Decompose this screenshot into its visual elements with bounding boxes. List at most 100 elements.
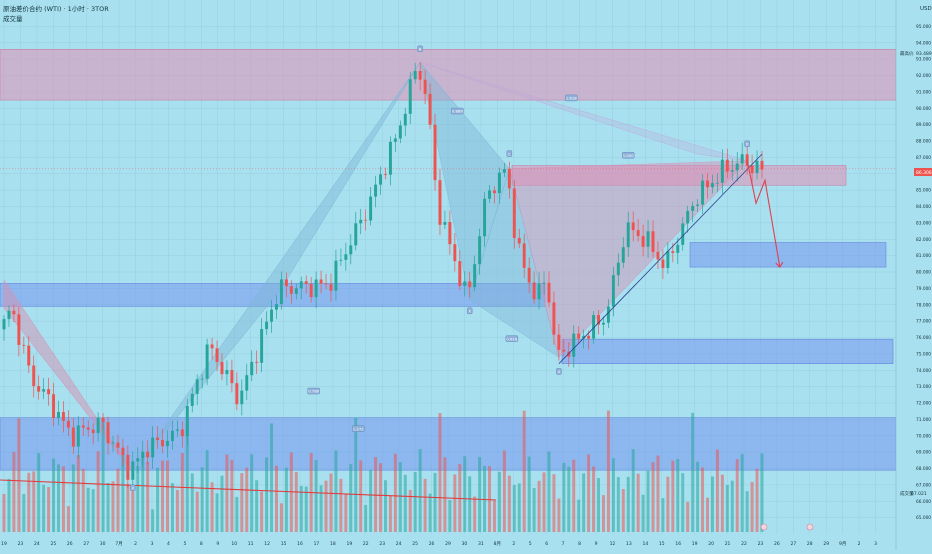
candle-body [166, 440, 169, 447]
candle-body [240, 390, 244, 405]
time-tick-label: 9 [216, 541, 219, 547]
volume-bar [304, 486, 308, 532]
demand-zone-1 [689, 242, 887, 268]
price-tick-label: 95.000 [916, 24, 931, 30]
candle-body [463, 281, 467, 286]
candle-body [428, 93, 432, 125]
time-tick-label: 27 [790, 541, 796, 547]
volume-bar [215, 493, 219, 532]
price-tick-label: 77.000 [916, 319, 931, 325]
volume-bar [329, 473, 333, 532]
demand-zone-4 [0, 417, 897, 471]
candle-body [329, 284, 333, 291]
volume-bar [706, 497, 709, 532]
volume-bar [279, 503, 283, 532]
volume-bar [577, 499, 581, 532]
candle-body [210, 344, 214, 349]
volume-bar [190, 473, 194, 532]
volume-bar [725, 484, 729, 532]
candle-body [537, 283, 541, 300]
time-tick-label: 24 [34, 541, 40, 547]
price-tick-label: 87.000 [916, 155, 931, 161]
candle-body [507, 169, 511, 189]
volume-bar [185, 421, 189, 532]
volume-bar [86, 487, 90, 532]
volume-bar [715, 449, 719, 532]
volume-bar [71, 464, 75, 532]
candle-body [7, 310, 11, 320]
candle-body [200, 378, 204, 380]
candle-body [354, 223, 358, 246]
demand-zone-3 [561, 338, 894, 364]
candle-body [284, 279, 288, 287]
candle-body [294, 288, 298, 294]
time-tick-label: 3 [874, 541, 877, 547]
time-tick-label: 30 [100, 541, 106, 547]
candle-body [339, 259, 343, 261]
candle-body [369, 196, 373, 221]
volume-bar [597, 478, 600, 532]
event-flag-icon[interactable] [760, 523, 768, 531]
volume-bar [631, 449, 635, 532]
candle-body [121, 447, 125, 455]
volume-bar [349, 464, 353, 532]
candle-body [542, 282, 546, 284]
candle-body [582, 335, 586, 339]
candle-body [745, 154, 749, 166]
time-tick-label: 29 [823, 541, 829, 547]
volume-bar [180, 452, 184, 532]
volume-bar [374, 457, 378, 532]
volume-bar [32, 471, 36, 532]
volume-bar [582, 473, 586, 532]
candle-body [408, 79, 412, 114]
volume-bar [52, 458, 56, 532]
candle-body [180, 429, 184, 437]
price-tick-label: 88.000 [916, 139, 931, 145]
time-tick-label: 24 [396, 541, 402, 547]
time-tick-label: 23 [758, 541, 764, 547]
volume-tag: 成交量 [900, 490, 914, 497]
volume-bar [47, 487, 51, 532]
price-tick-label: 80.000 [916, 270, 931, 276]
price-tick-label: 89.000 [916, 122, 931, 128]
volume-bar [161, 460, 165, 532]
candle-body [250, 361, 254, 376]
candle-body [71, 427, 75, 447]
volume-bar [398, 462, 402, 532]
volume-bar [96, 451, 100, 532]
time-tick-label: 22 [741, 541, 747, 547]
pattern-label-text: 1.000 [623, 153, 634, 158]
time-tick-label: 20 [708, 541, 714, 547]
candle-body [161, 439, 165, 447]
candle-body [131, 461, 135, 480]
volume-bar [354, 417, 358, 532]
candle-body [552, 302, 556, 335]
candle-body [32, 365, 36, 387]
volume-bar [66, 506, 70, 532]
candle-body [349, 245, 353, 255]
volume-bar [710, 476, 714, 532]
candle-body [279, 279, 283, 305]
price-axis-panel[interactable] [896, 0, 932, 550]
calendar-event-icon[interactable] [806, 523, 814, 531]
volume-bar [101, 419, 105, 532]
time-tick-label: 8 [200, 541, 203, 547]
volume-bar [166, 460, 169, 532]
volume-bar [384, 480, 387, 532]
candle-body [730, 170, 734, 172]
volume-bar [42, 484, 46, 532]
time-tick-label: 9月 [839, 541, 846, 547]
time-tick-label: 2 [858, 541, 861, 547]
candle-body [433, 124, 437, 181]
volume-bar [527, 456, 531, 532]
volume-bar [220, 475, 224, 532]
candle-body [413, 70, 417, 80]
time-axis: 19 23 24 25 26 27 30 7月 2 3 4 5 8 9 10 11 12 15 16 17 18 19 22… [1, 541, 877, 547]
volume-bar [294, 472, 298, 532]
demand-zone-2 [0, 283, 546, 307]
time-tick-label: 12 [264, 541, 270, 547]
candle-body [740, 154, 744, 164]
candle-body [12, 310, 16, 315]
volume-bar [463, 456, 467, 532]
candle-body [151, 437, 155, 458]
